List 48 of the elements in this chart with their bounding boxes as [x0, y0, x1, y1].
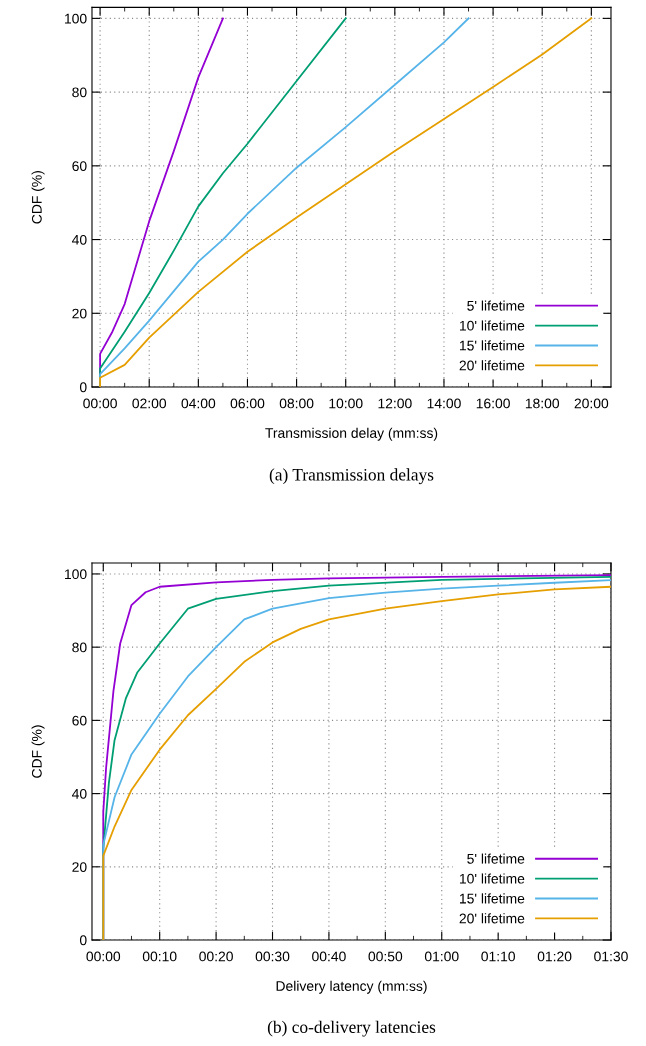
legend-label: 5' lifetime — [467, 853, 525, 864]
y-tick-label: 40 — [72, 788, 87, 799]
text: (b) co-delivery latencies — [267, 1020, 436, 1037]
x-tick-label: 00:30 — [255, 951, 290, 962]
x-tick-label: 14:00 — [427, 398, 461, 409]
x-tick-label: 12:00 — [378, 398, 412, 409]
x-tick-label: 08:00 — [279, 398, 314, 409]
x-tick-label: 20:00 — [574, 398, 609, 409]
y-tick-label: 0 — [79, 935, 87, 946]
x-tick-label: 00:50 — [368, 951, 403, 962]
y-tick-label: 60 — [72, 715, 87, 726]
y-tick-label: 40 — [72, 234, 87, 245]
x-axis-title: Delivery latency (mm:ss) — [276, 980, 427, 994]
x-tick-label: 01:30 — [594, 951, 628, 962]
y-tick-label: 20 — [72, 308, 87, 319]
x-tick-label: 16:00 — [476, 398, 510, 409]
x-tick-label: 01:20 — [537, 951, 572, 962]
legend-label: 20' lifetime — [459, 913, 525, 924]
legend-label: 15' lifetime — [459, 340, 525, 351]
text: (a) Transmission delays — [269, 468, 434, 485]
y-tick-label: 100 — [65, 13, 87, 24]
y-tick-label: 60 — [72, 161, 87, 172]
y-axis-title: CDF (%) — [31, 171, 45, 224]
y-axis-title: CDF (%) — [31, 725, 45, 778]
y-tick-label: 0 — [79, 382, 87, 393]
line-series — [99, 17, 593, 388]
x-tick-label: 00:00 — [83, 398, 117, 409]
y-tick-label: 20 — [72, 862, 87, 872]
legend-label: 20' lifetime — [459, 360, 525, 371]
y-tick-label: 80 — [72, 642, 87, 653]
x-tick-label: 01:00 — [424, 951, 459, 962]
x-tick-label: 02:00 — [132, 398, 167, 409]
x-axis-title: Transmission delay (mm:ss) — [265, 427, 438, 441]
x-tick-label: 00:00 — [86, 951, 121, 962]
x-tick-label: 00:10 — [142, 951, 177, 962]
legend-label: 15' lifetime — [459, 893, 525, 904]
x-tick-label: 00:40 — [312, 951, 346, 962]
x-tick-label: 18:00 — [525, 398, 560, 409]
x-tick-label: 06:00 — [230, 398, 265, 409]
x-tick-label: 10:00 — [329, 398, 363, 409]
y-tick-label: 100 — [65, 569, 87, 580]
x-tick-label: 01:10 — [481, 951, 515, 962]
x-tick-label: 04:00 — [181, 398, 216, 409]
legend-label: 5' lifetime — [467, 300, 525, 311]
y-tick-label: 80 — [72, 87, 87, 98]
x-tick-label: 00:20 — [199, 951, 233, 962]
legend-label: 10' lifetime — [459, 320, 525, 331]
legend-label: 10' lifetime — [459, 873, 525, 884]
